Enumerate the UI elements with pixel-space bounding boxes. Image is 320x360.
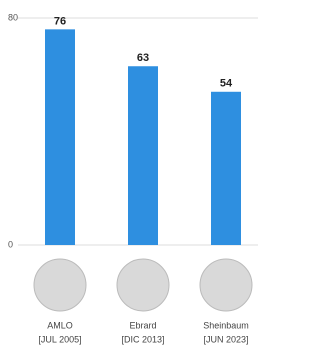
y-tick-label: 0 <box>8 239 13 249</box>
x-tick-label: Ebrard <box>129 320 156 330</box>
x-tick-sublabel: [JUN 2023] <box>203 334 248 344</box>
x-tick-sublabel: [DIC 2013] <box>121 334 164 344</box>
bar <box>128 66 158 245</box>
portrait <box>34 259 86 311</box>
chart: 0 80 76 AMLO [JUL 2005] 63 Ebrard [DIC 2013] 54 S… <box>0 0 258 360</box>
value-label: 54 <box>220 78 233 90</box>
x-tick-sublabel: [JUL 2005] <box>38 334 81 344</box>
y-tick-label: 80 <box>8 12 18 22</box>
bar <box>211 92 241 245</box>
portrait <box>117 259 169 311</box>
bar <box>45 29 75 245</box>
x-tick-label: AMLO <box>47 320 73 330</box>
value-label: 76 <box>54 15 66 27</box>
portrait <box>200 259 252 311</box>
x-tick-label: Sheinbaum <box>203 320 249 330</box>
portraits <box>34 259 252 311</box>
value-label: 63 <box>137 52 149 64</box>
